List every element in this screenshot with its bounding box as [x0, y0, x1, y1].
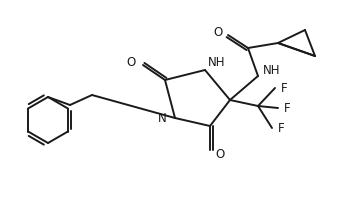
Text: O: O	[215, 147, 224, 161]
Text: F: F	[281, 82, 288, 94]
Text: F: F	[278, 121, 285, 135]
Text: NH: NH	[263, 64, 281, 78]
Text: O: O	[214, 26, 223, 38]
Text: O: O	[127, 57, 136, 69]
Text: F: F	[284, 102, 291, 114]
Text: NH: NH	[208, 57, 226, 69]
Text: N: N	[158, 111, 167, 125]
